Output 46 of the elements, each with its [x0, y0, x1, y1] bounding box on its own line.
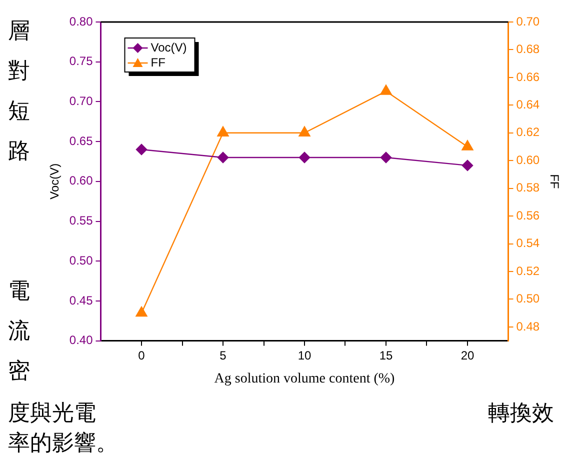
text: 電流密 [8, 278, 31, 386]
point [380, 152, 392, 164]
point [298, 152, 310, 164]
point [380, 84, 392, 95]
point [462, 140, 474, 150]
y-tick-label: 0.60 [69, 174, 94, 188]
x-tick-label: 0 [138, 348, 146, 362]
y-axis-title: Voc(V) [48, 163, 62, 200]
y2-tick-label: 0.52 [516, 264, 540, 278]
y-tick-label: 0.55 [69, 214, 94, 228]
point [462, 160, 474, 172]
y-tick-label: 0.80 [69, 14, 94, 28]
text: 轉換效 [488, 400, 554, 428]
y2-tick-label: 0.62 [516, 125, 540, 140]
legend-label: FF [150, 55, 166, 70]
point [217, 152, 229, 164]
point [136, 306, 148, 317]
y2-tick-label: 0.68 [516, 42, 540, 56]
y2-tick-label: 0.64 [516, 97, 540, 112]
x-tick-label: 20 [460, 348, 474, 362]
x-tick-label: 15 [379, 348, 393, 362]
y-tick-label: 0.65 [69, 134, 94, 148]
y2-tick-label: 0.50 [516, 292, 540, 306]
y2-tick-label: 0.58 [516, 180, 540, 195]
y2-tick-label: 0.66 [516, 70, 540, 84]
y2-tick-label: 0.60 [516, 152, 540, 167]
text: 度與光電 [8, 400, 96, 428]
y2-tick-label: 0.54 [516, 236, 540, 250]
text: 率的影響。 [8, 430, 118, 458]
y-tick-label: 0.75 [69, 54, 94, 68]
y2-tick-label: 0.48 [516, 319, 540, 334]
x-tick-label: 5 [220, 348, 227, 362]
y2-axis-title: FF [547, 174, 562, 189]
y-tick-label: 0.40 [69, 333, 94, 348]
text: 層對短路 [8, 18, 31, 166]
x-axis-title: Ag solution volume content (%) [214, 371, 396, 386]
y-tick-label: 0.70 [69, 94, 94, 108]
legend-label: Voc(V) [150, 40, 187, 54]
y2-tick-label: 0.70 [516, 14, 540, 28]
y-tick-label: 0.50 [69, 253, 94, 268]
point [217, 126, 229, 136]
point [136, 144, 148, 156]
point [298, 126, 310, 136]
y-tick-label: 0.45 [69, 293, 94, 308]
y2-tick-label: 0.56 [516, 208, 540, 222]
x-tick-label: 10 [298, 348, 312, 362]
